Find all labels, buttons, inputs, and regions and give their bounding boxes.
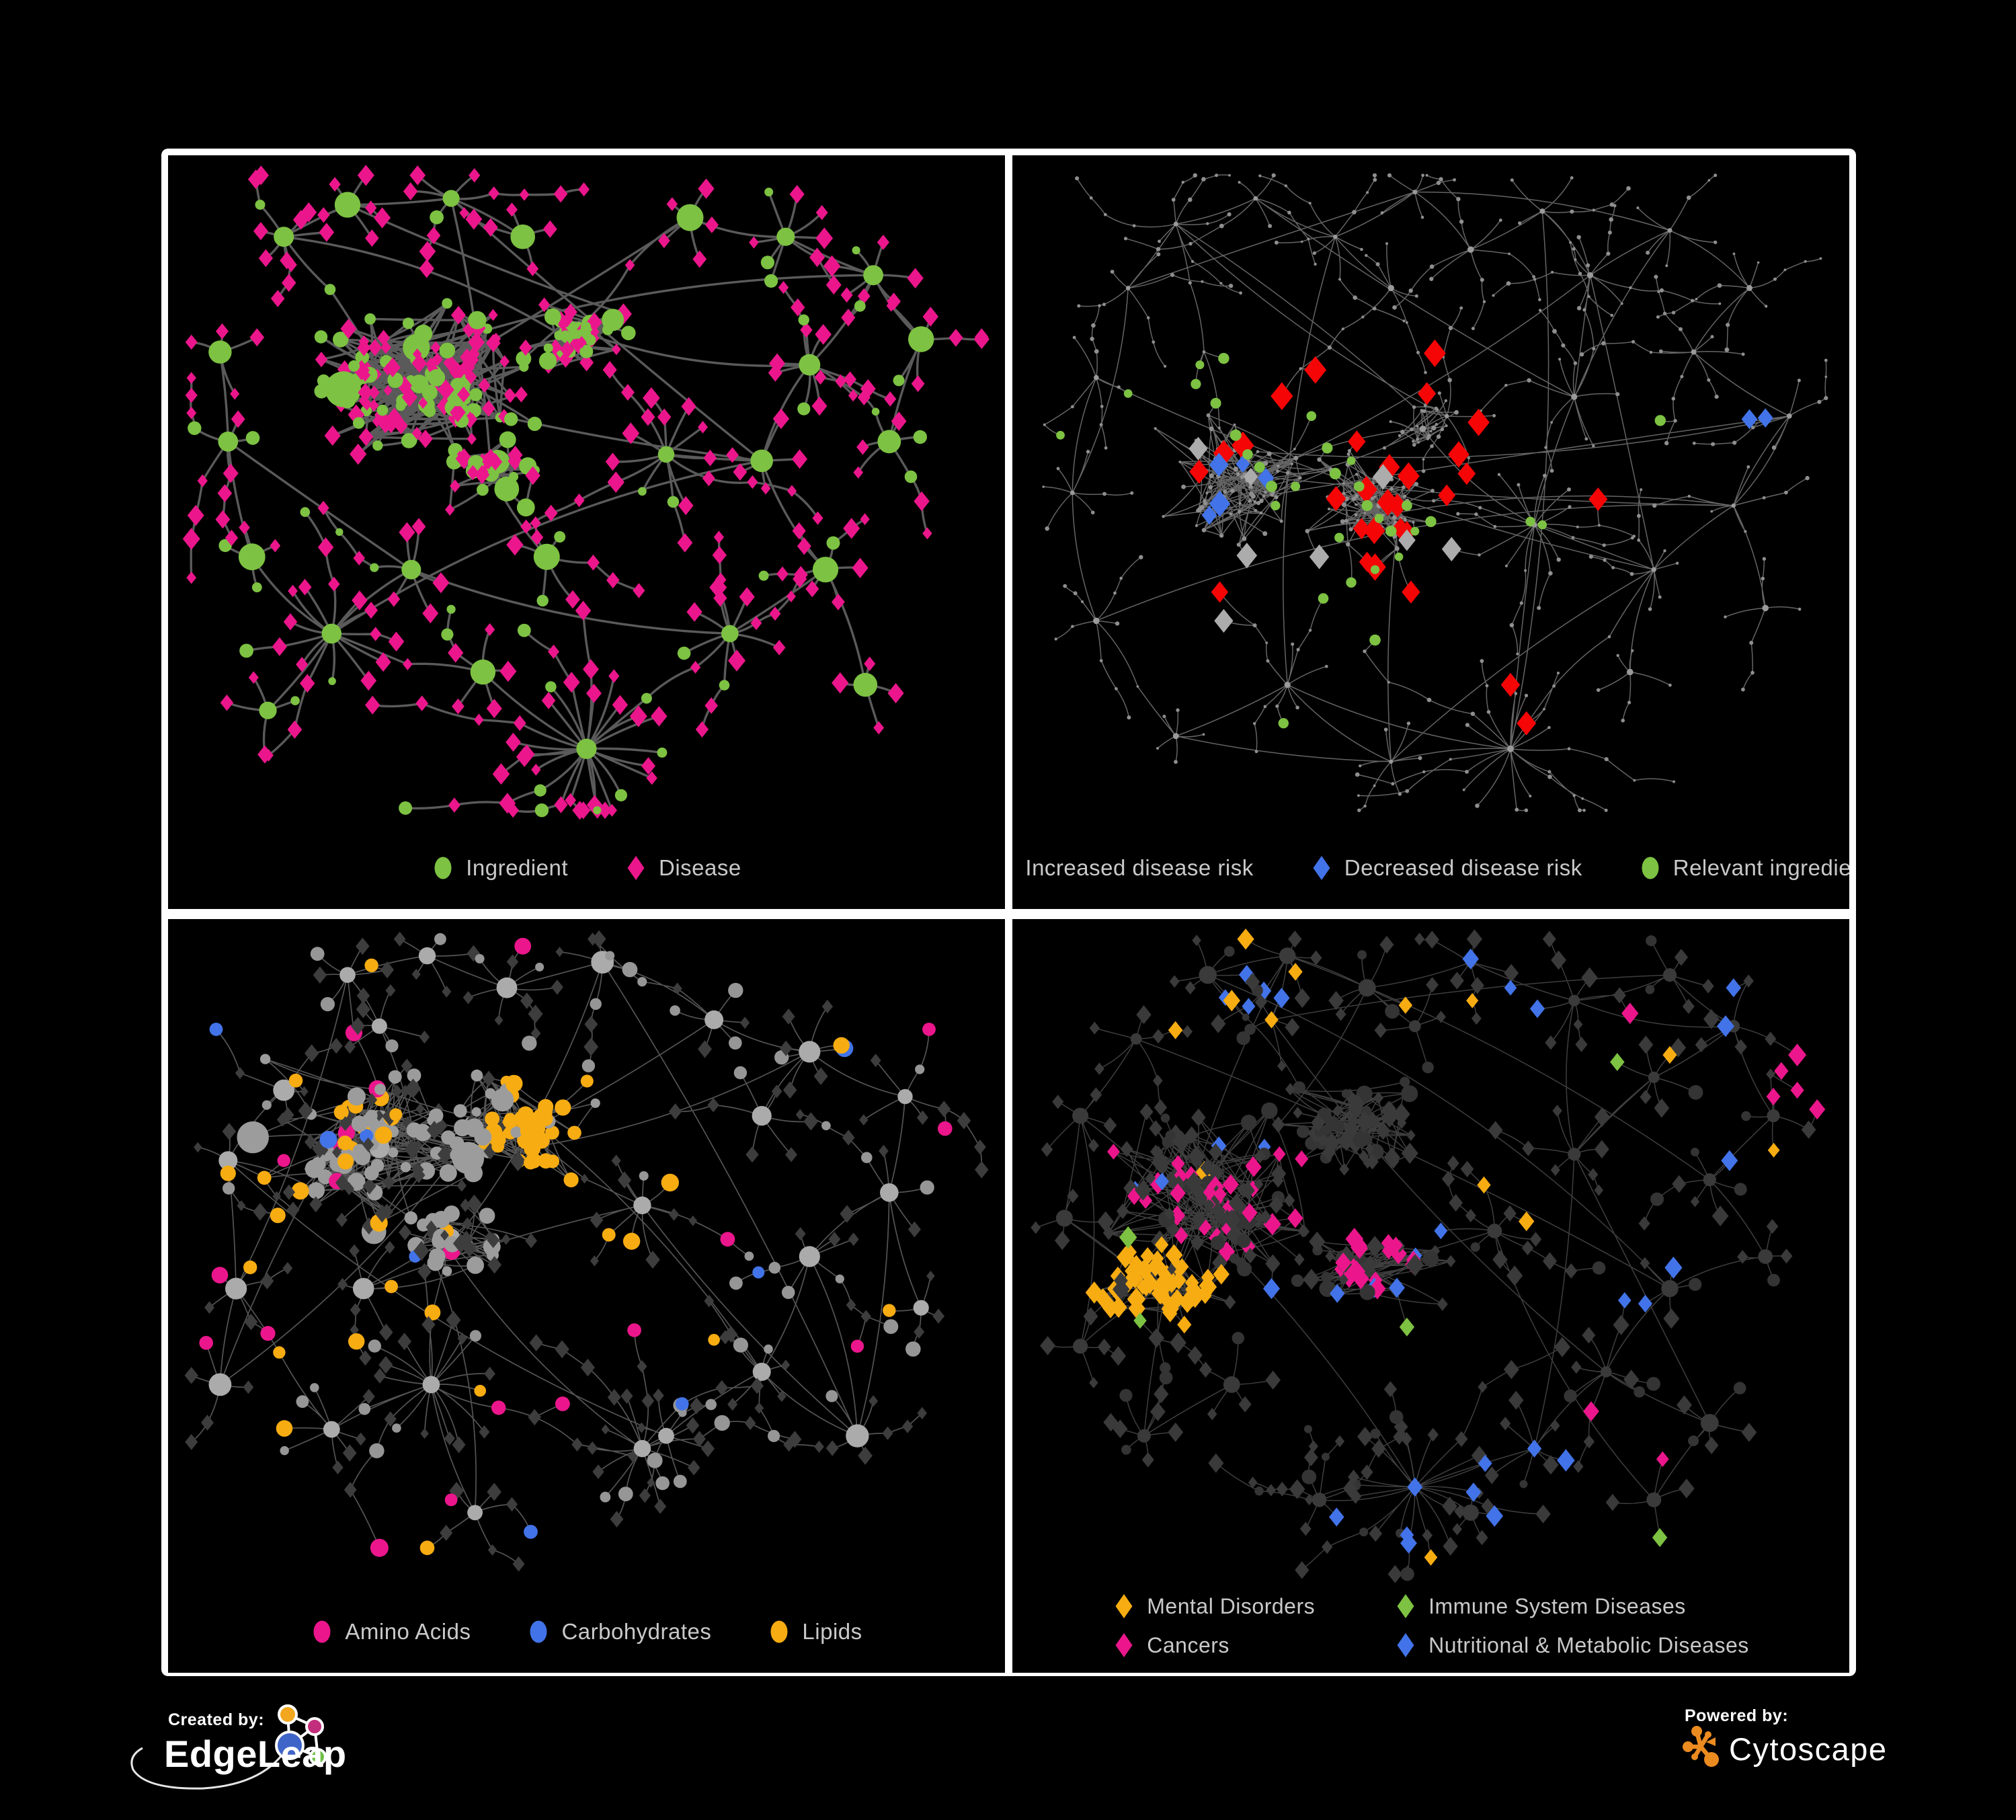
circle-node-legend-icon <box>313 1620 331 1643</box>
legend-item: Amino Acids <box>311 1618 471 1646</box>
legend-disease-category: Mental Disorders Immune System Diseases Ca… <box>1012 1592 1849 1659</box>
legend-label: Disease <box>659 855 741 880</box>
graph-edges-layer <box>190 938 983 1565</box>
diamond-node-legend-icon <box>1012 854 1014 882</box>
network-graph-disease-category <box>1031 928 1826 1583</box>
legend-item: Mental Disorders <box>1113 1592 1315 1620</box>
legend-item: Relevant ingredient <box>1639 854 1849 882</box>
created-by-label: Created by: <box>168 1710 265 1729</box>
diamond-node-legend-icon <box>1115 1633 1133 1657</box>
cytoscape-wordmark: Cytoscape <box>1729 1731 1888 1767</box>
edgeleap-wordmark: EdgeLeap <box>164 1733 347 1775</box>
graph-nodes-layer <box>1042 173 1828 813</box>
diamond-node-legend-icon <box>1313 856 1330 880</box>
graph-edges-layer <box>1043 174 1827 812</box>
diamond-node-legend-icon <box>1115 1594 1133 1618</box>
legend-item: Carbohydrates <box>527 1618 711 1646</box>
diamond-node-legend-icon <box>627 856 645 880</box>
legend-item: Disease <box>624 854 741 882</box>
panel-metabolite-class-network: Amino Acids Carbohydrates Lipids <box>168 919 1005 1673</box>
diamond-node-legend-icon <box>1397 1594 1414 1618</box>
legend-item: Immune System Diseases <box>1394 1592 1749 1620</box>
edgeleap-swoosh-icon <box>130 1747 282 1790</box>
legend-label: Relevant ingredient <box>1672 855 1849 880</box>
panel-disease-category-network: Mental Disorders Immune System Diseases Ca… <box>1012 919 1849 1673</box>
network-graph-disease-risk <box>1042 173 1828 813</box>
legend-item: Increased disease risk <box>1012 854 1254 882</box>
legend-item: Lipids <box>768 1618 862 1646</box>
legend-item: Nutritional & Metabolic Diseases <box>1394 1631 1749 1659</box>
circle-node-legend-icon <box>770 1620 788 1643</box>
legend-label: Cancers <box>1147 1632 1229 1657</box>
graph-nodes-layer <box>184 930 989 1572</box>
circle-node-legend-icon <box>1642 857 1659 879</box>
legend-item: Cancers <box>1113 1631 1315 1659</box>
network-graph-ingredient-disease <box>182 165 990 820</box>
legend-ingredient-disease: Ingredient Disease <box>168 854 1005 882</box>
legend-label: Mental Disorders <box>1147 1593 1316 1618</box>
legend-label: Carbohydrates <box>561 1619 712 1644</box>
legend-label: Nutritional & Metabolic Diseases <box>1428 1632 1749 1657</box>
circle-node-legend-icon <box>434 857 452 879</box>
figure-frame: Ingredient Disease Increased disease risk… <box>161 149 1856 1676</box>
network-graph-metabolite-class <box>184 930 989 1572</box>
legend-label: Amino Acids <box>345 1619 471 1644</box>
legend-item: Ingredient <box>432 854 568 882</box>
legend-disease-risk: Increased disease risk Decreased disease … <box>1012 854 1849 882</box>
panel-disease-risk-network: Increased disease risk Decreased disease … <box>1012 155 1849 909</box>
graph-edges-layer <box>190 174 983 813</box>
legend-label: Immune System Diseases <box>1428 1593 1686 1618</box>
powered-by-label: Powered by: <box>1685 1706 1789 1725</box>
legend-item: Decreased disease risk <box>1310 854 1582 882</box>
legend-label: Decreased disease risk <box>1344 855 1582 880</box>
edgeleap-network-icon <box>275 1704 327 1766</box>
circle-node-legend-icon <box>530 1620 547 1643</box>
legend-label: Ingredient <box>466 855 569 880</box>
legend-label: Increased disease risk <box>1025 855 1254 880</box>
cytoscape-network-icon <box>1683 1726 1719 1767</box>
legend-metabolite-class: Amino Acids Carbohydrates Lipids <box>168 1618 1005 1646</box>
legend-label: Lipids <box>802 1619 862 1644</box>
panel-ingredient-disease-network: Ingredient Disease <box>168 155 1005 909</box>
diamond-node-legend-icon <box>1397 1633 1414 1657</box>
